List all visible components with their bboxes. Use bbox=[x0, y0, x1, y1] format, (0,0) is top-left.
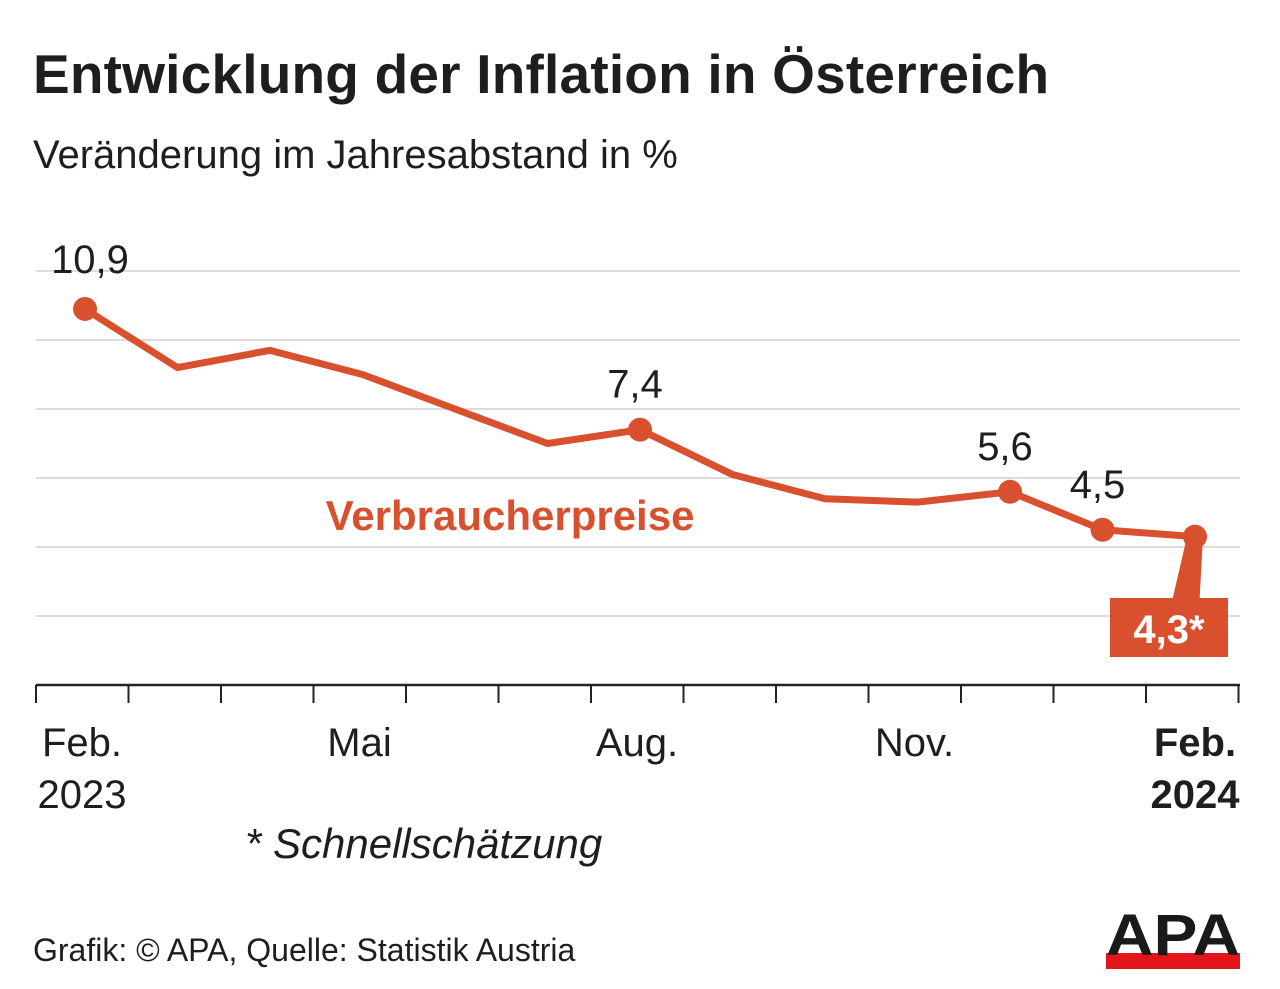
chart-subtitle: Veränderung im Jahresabstand in % bbox=[33, 133, 678, 177]
callout-box bbox=[1110, 598, 1228, 657]
x-tick-label: Aug. bbox=[596, 721, 678, 765]
data-label: 5,6 bbox=[977, 425, 1033, 469]
data-label: 4,5 bbox=[1070, 463, 1126, 507]
data-point bbox=[998, 479, 1022, 504]
data-label: 10,9 bbox=[51, 238, 129, 282]
apa-logo: APA bbox=[1106, 903, 1240, 969]
x-tick-label: Feb. bbox=[42, 721, 122, 765]
data-point bbox=[73, 296, 97, 321]
data-point bbox=[1090, 517, 1115, 542]
x-tick-label: Mai bbox=[327, 721, 391, 765]
chart-title: Entwicklung der Inflation in Österreich bbox=[33, 43, 1050, 105]
apa-logo-part: APA bbox=[1106, 903, 1240, 968]
x-tick-label-year: 2023 bbox=[38, 773, 127, 817]
footnote: * Schnellschätzung bbox=[245, 820, 603, 867]
series-label: Verbraucherpreise bbox=[326, 492, 695, 539]
x-tick-label-year: 2024 bbox=[1151, 773, 1241, 817]
callout-pointer bbox=[1170, 536, 1203, 610]
apa-logo-part bbox=[1106, 953, 1240, 969]
x-tick-label: Feb. bbox=[1154, 721, 1236, 765]
source-credit: Grafik: © APA, Quelle: Statistik Austria bbox=[33, 932, 576, 968]
x-tick-label: Nov. bbox=[875, 721, 954, 765]
data-label-highlight: 4,3* bbox=[1133, 608, 1205, 652]
data-label: 7,4 bbox=[607, 363, 663, 407]
data-point bbox=[628, 417, 652, 442]
